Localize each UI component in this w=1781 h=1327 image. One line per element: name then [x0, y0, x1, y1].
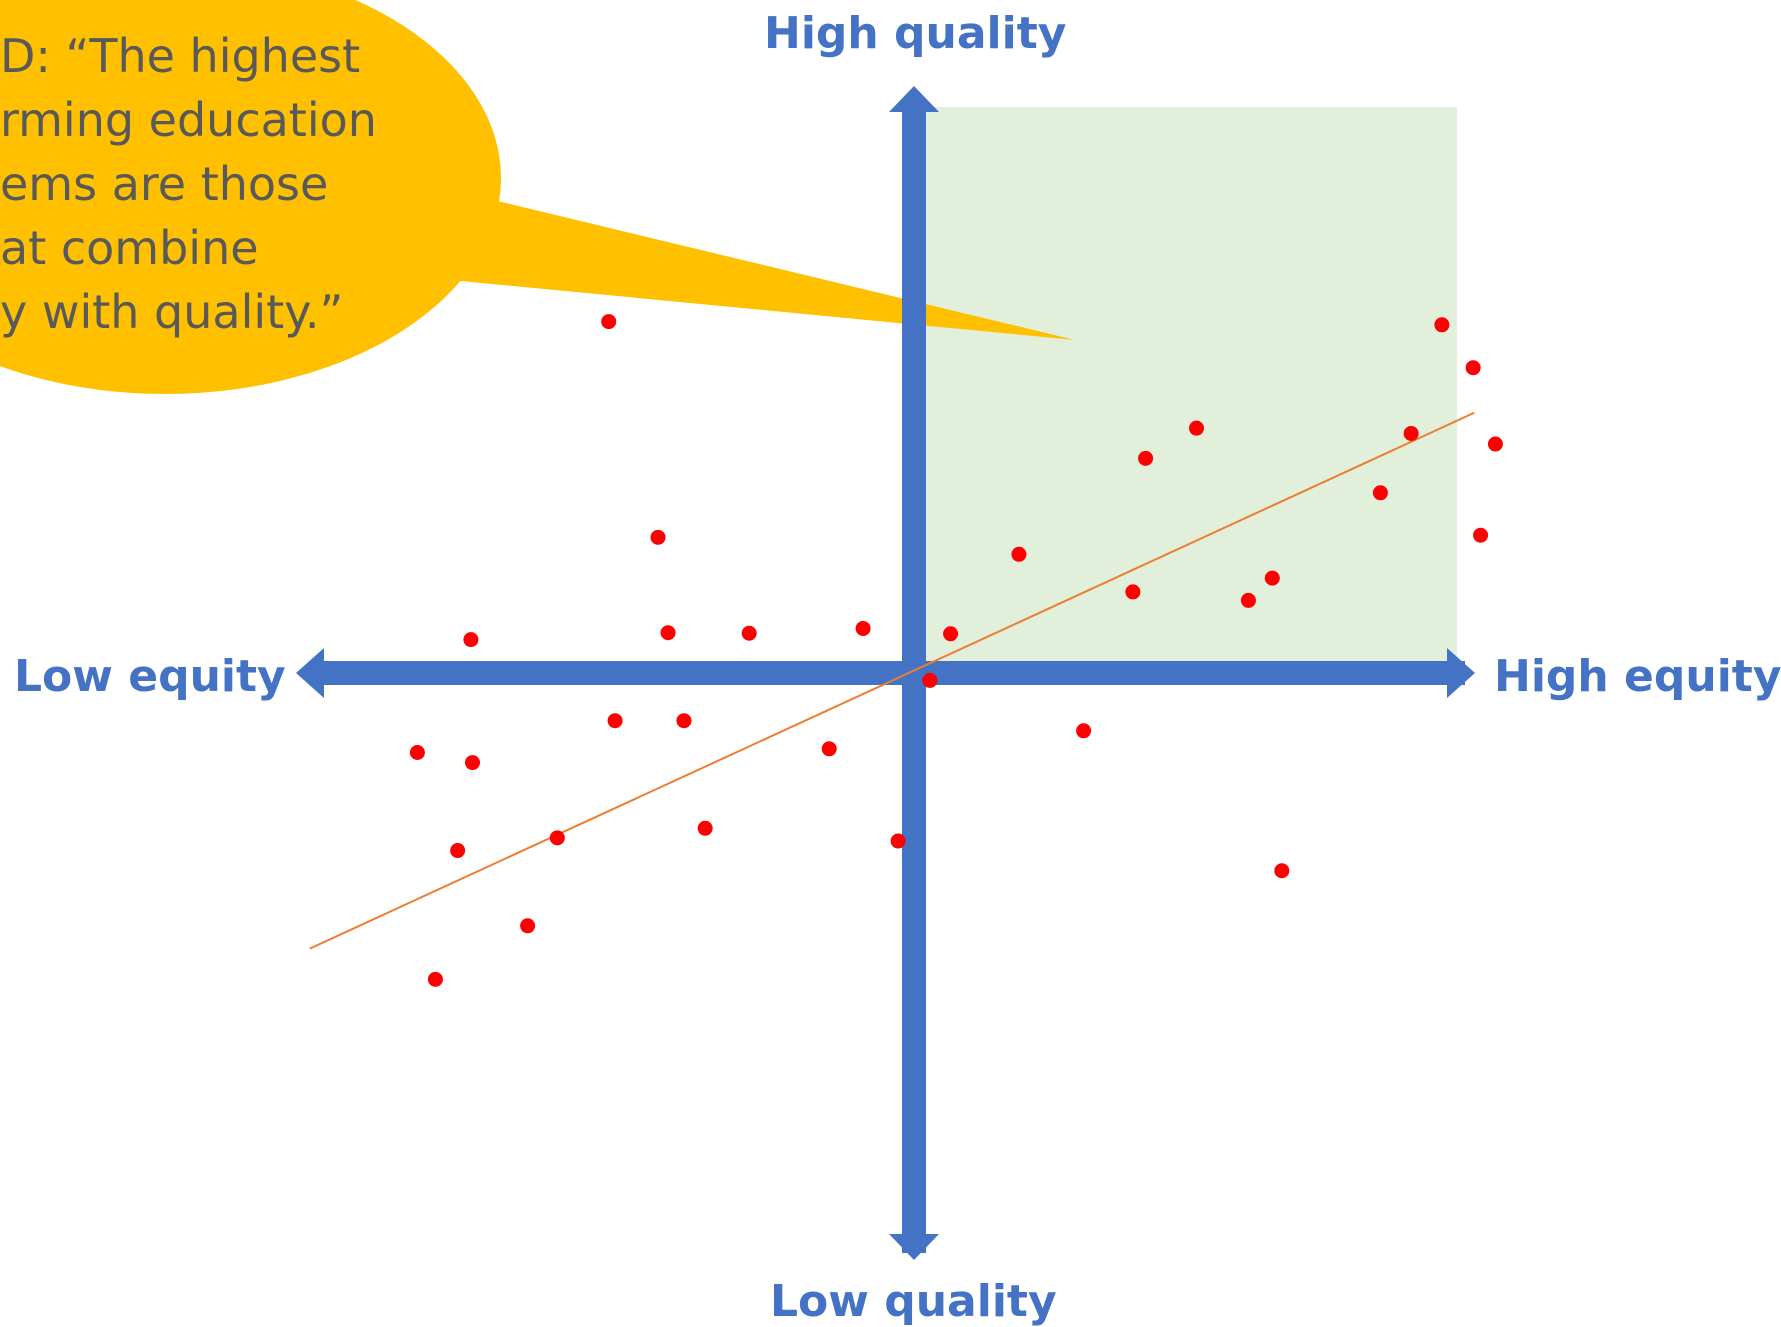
data-point	[520, 918, 536, 934]
callout-line: y with quality.”	[0, 285, 344, 339]
data-point	[1372, 485, 1388, 501]
data-point	[855, 620, 871, 636]
arrow-left-icon	[296, 648, 324, 698]
data-point	[409, 745, 425, 760]
data-point	[607, 713, 623, 729]
arrow-up-icon	[889, 86, 939, 112]
callout-ellipse	[0, 0, 501, 394]
data-point	[1011, 546, 1027, 562]
axis-label-low-equity: Low equity	[14, 651, 286, 702]
data-point	[821, 741, 837, 757]
callout-line: D: “The highest	[0, 29, 361, 83]
axis-label-high-quality: High quality	[764, 8, 1067, 59]
data-point	[1434, 317, 1450, 333]
data-point	[427, 971, 443, 987]
arrow-down-icon	[889, 1234, 939, 1260]
data-point	[549, 830, 565, 846]
data-point	[1465, 360, 1481, 376]
axis-label-low-quality: Low quality	[770, 1276, 1057, 1327]
high-equity-high-quality-quadrant	[914, 107, 1457, 673]
data-point	[1403, 425, 1419, 441]
data-point	[1264, 570, 1280, 586]
data-point	[1487, 436, 1503, 452]
data-point	[1240, 592, 1256, 608]
data-point	[450, 843, 466, 859]
arrow-right-icon	[1447, 648, 1475, 698]
data-point	[601, 314, 617, 330]
data-point	[465, 755, 481, 771]
callout-text: D: “The highest rming education ems are …	[0, 24, 380, 344]
data-points	[409, 314, 1503, 987]
data-point	[676, 713, 692, 729]
data-point	[1138, 450, 1154, 466]
data-point	[660, 625, 676, 641]
callout-line: rming education	[0, 93, 377, 147]
data-point	[1076, 723, 1092, 739]
data-point	[943, 626, 959, 642]
data-point	[890, 833, 906, 849]
data-point	[922, 672, 938, 688]
callout-line: ems are those	[0, 157, 329, 211]
data-point	[1188, 420, 1204, 436]
axis-label-high-equity: High equity	[1494, 651, 1781, 702]
data-point	[463, 632, 479, 648]
data-point	[697, 820, 713, 836]
data-point	[1125, 584, 1141, 600]
data-point	[741, 625, 757, 641]
trend-line	[309, 411, 1475, 950]
data-point	[1274, 863, 1290, 879]
data-point	[650, 529, 666, 545]
data-point	[1473, 527, 1489, 543]
callout-line: at combine	[0, 221, 259, 275]
